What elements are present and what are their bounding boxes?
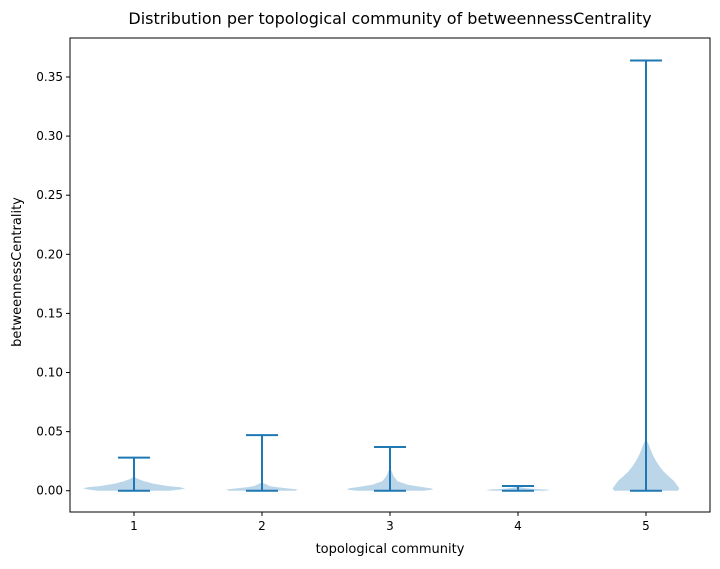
x-axis-ticks: 1 2 3 4 5 [130,512,650,533]
x-axis-label: topological community [316,542,465,557]
y-tick-label: 0.05 [36,425,63,439]
x-tick-label: 4 [514,519,522,533]
y-axis-label: betweennessCentrality [10,197,25,347]
chart-title: Distribution per topological community o… [128,9,651,28]
y-tick-label: 0.20 [36,247,63,261]
plot-frame [69,37,711,513]
y-tick-label: 0.30 [36,129,63,143]
y-tick-label: 0.00 [36,484,63,498]
x-tick-label: 5 [642,519,650,533]
x-tick-label: 1 [130,519,138,533]
x-tick-label: 2 [258,519,266,533]
y-tick-label: 0.25 [36,188,63,202]
y-tick-label: 0.15 [36,306,63,320]
x-tick-label: 3 [386,519,394,533]
y-tick-label: 0.35 [36,70,63,84]
y-tick-label: 0.10 [36,366,63,380]
violin-layer [82,59,680,492]
y-axis-ticks: 0.00 0.05 0.10 0.15 0.20 0.25 0.30 0.35 [36,70,70,498]
